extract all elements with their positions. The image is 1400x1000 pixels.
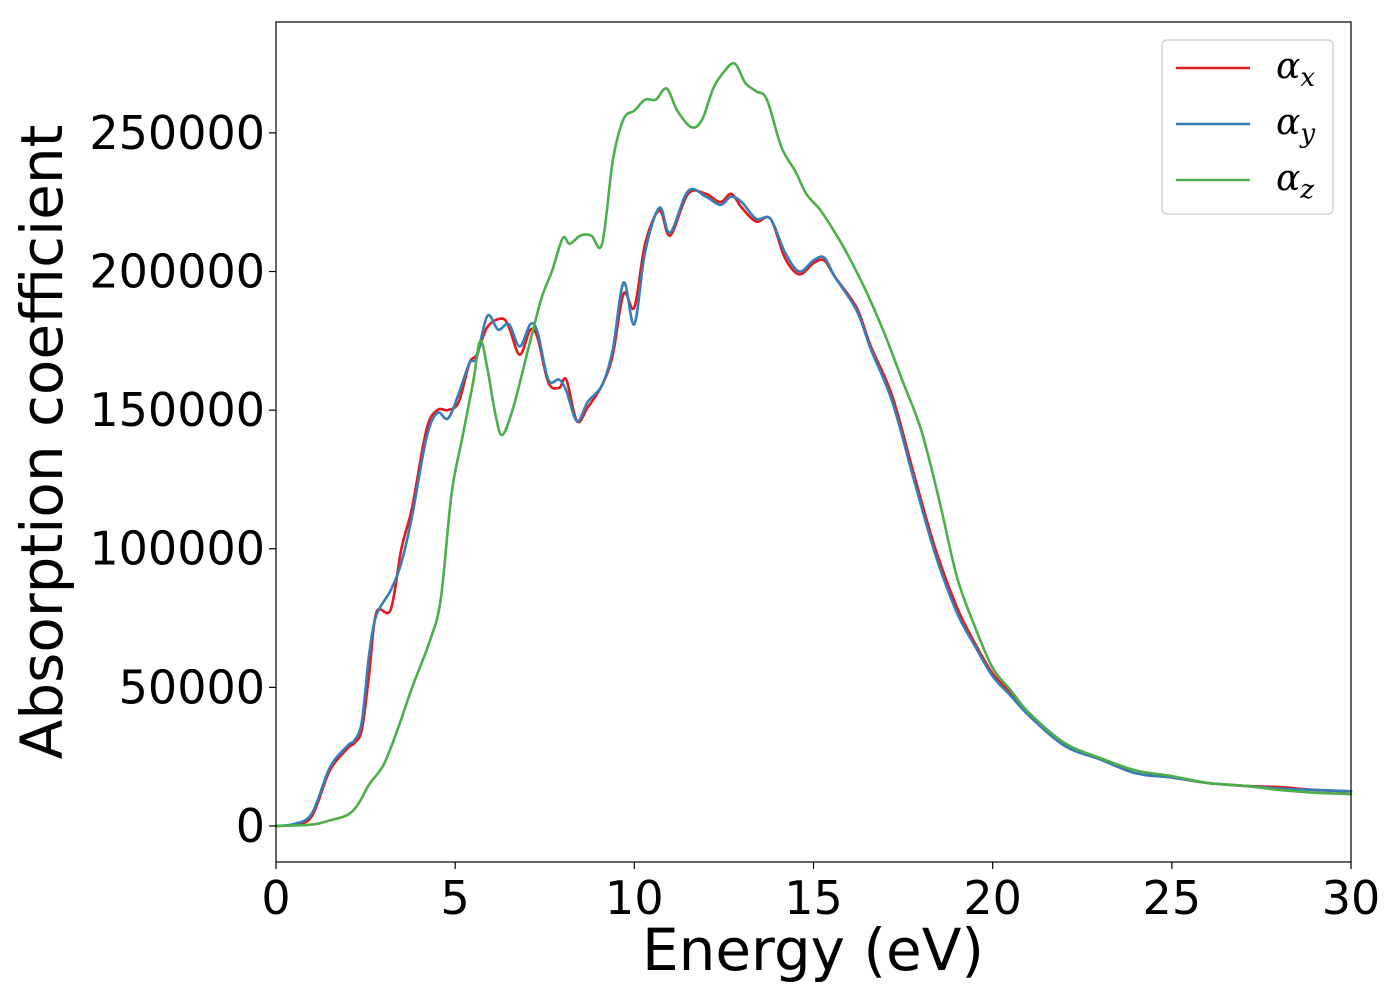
- x-tick-label: 10: [605, 871, 664, 925]
- y-tick-label: 100000: [89, 522, 265, 576]
- series-layer: [274, 61, 1353, 828]
- y-tick-label: 0: [236, 799, 265, 853]
- x-tick-label: 30: [1322, 871, 1381, 925]
- y-tick-label: 250000: [89, 106, 265, 160]
- x-tick-label: 25: [1143, 871, 1202, 925]
- y-tick-label: 200000: [89, 245, 265, 299]
- legend-box: [1161, 39, 1334, 215]
- x-tick-label: 5: [441, 871, 470, 925]
- y-axis-title: Absorption coefficient: [8, 125, 76, 760]
- series-line-alpha-z: [274, 61, 1353, 828]
- x-axis: 0 5 10 15 20 25 30: [261, 862, 1380, 925]
- series-line-alpha-x: [274, 189, 1353, 828]
- x-tick-label: 0: [261, 871, 290, 925]
- legend-label-alpha-z: αz: [1276, 158, 1314, 205]
- y-axis: 0 50000 100000 150000 200000 250000: [89, 106, 276, 853]
- y-tick-label: 50000: [119, 660, 265, 714]
- legend-label-alpha-x: αx: [1276, 46, 1315, 93]
- series-line-alpha-y: [274, 187, 1353, 828]
- y-tick-label: 150000: [89, 383, 265, 437]
- legend-label-alpha-y: αy: [1276, 102, 1315, 149]
- x-tick-label: 20: [963, 871, 1022, 925]
- x-tick-label: 15: [784, 871, 843, 925]
- x-axis-title: Energy (eV): [642, 916, 984, 984]
- legend: αx αy αz: [1161, 39, 1334, 215]
